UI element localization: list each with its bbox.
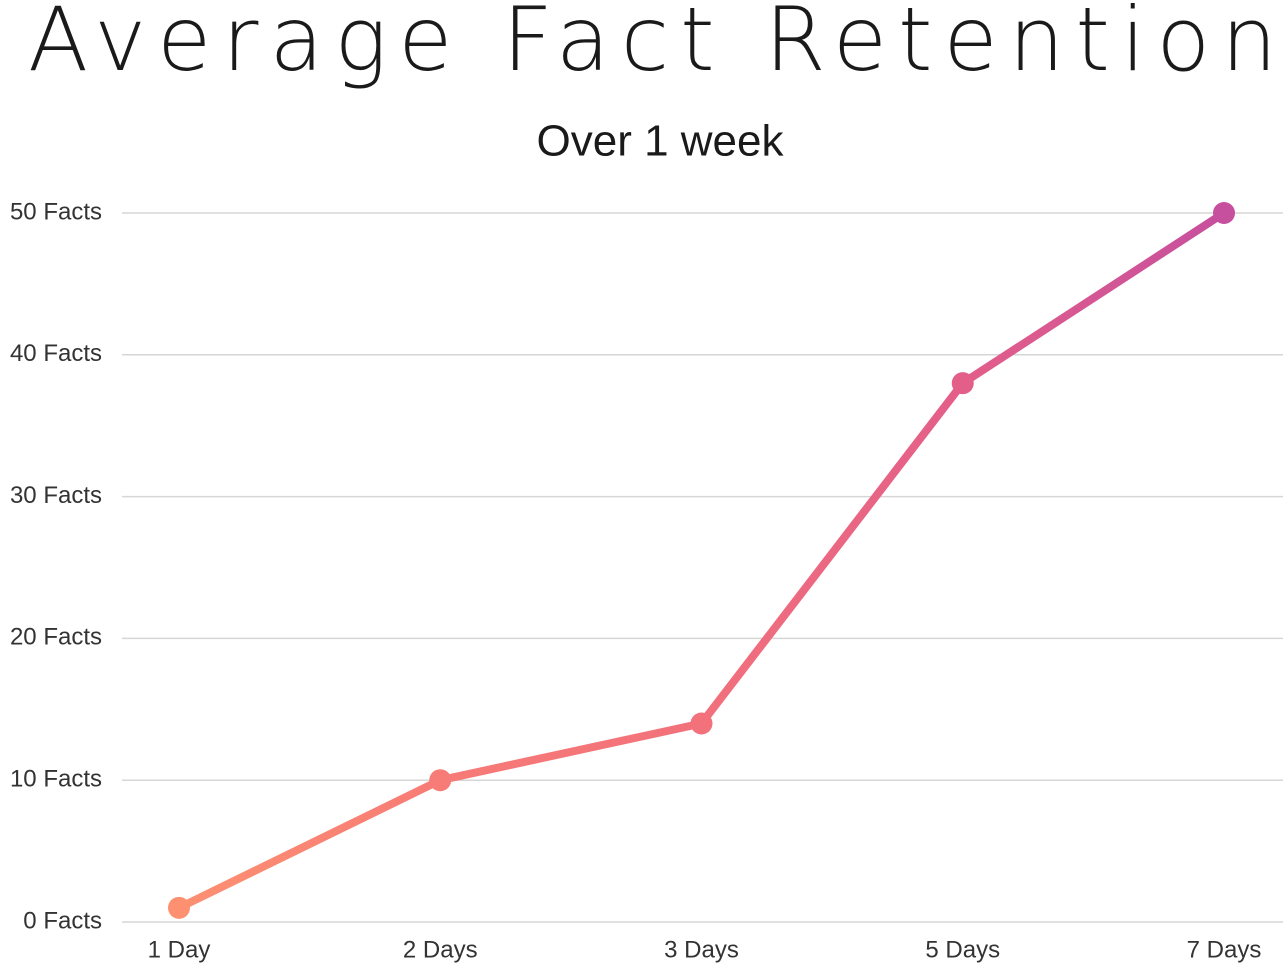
x-tick-label: 5 Days bbox=[925, 936, 1000, 963]
x-tick-label: 2 Days bbox=[403, 936, 478, 963]
chart-title: Average Fact Retention bbox=[28, 0, 1284, 91]
data-point bbox=[690, 712, 713, 735]
x-tick-label: 1 Day bbox=[148, 936, 211, 963]
y-tick-label: 30 Facts bbox=[10, 482, 102, 509]
x-tick-label: 7 Days bbox=[1187, 936, 1262, 963]
y-tick-label: 50 Facts bbox=[10, 198, 102, 225]
y-tick-label: 20 Facts bbox=[10, 624, 102, 651]
chart-subtitle: Over 1 week bbox=[537, 117, 785, 166]
data-point bbox=[168, 896, 190, 919]
y-tick-label: 0 Facts bbox=[23, 907, 102, 934]
y-tick-label: 40 Facts bbox=[10, 340, 102, 367]
y-tick-label: 10 Facts bbox=[10, 766, 102, 793]
data-line bbox=[177, 209, 1227, 912]
data-point bbox=[1213, 202, 1235, 224]
x-tick-label: 3 Days bbox=[664, 936, 739, 963]
data-point bbox=[951, 372, 974, 395]
data-point bbox=[429, 769, 452, 792]
